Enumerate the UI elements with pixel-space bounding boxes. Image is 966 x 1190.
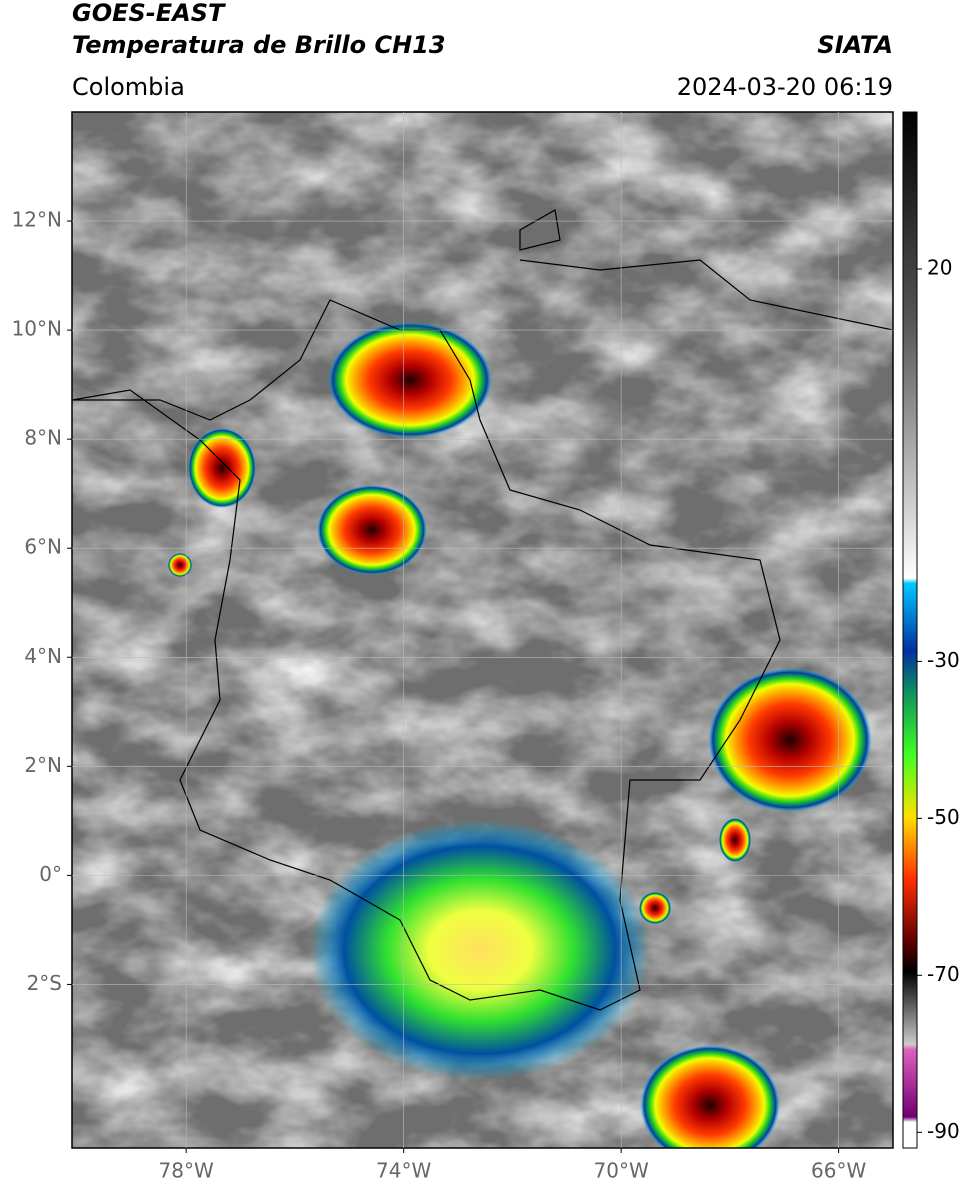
satellite-image bbox=[72, 112, 893, 1148]
map-frame bbox=[71, 111, 894, 1149]
y-tick-label: 2°N bbox=[24, 753, 62, 777]
y-tick-label: 2°S bbox=[27, 971, 62, 995]
y-tick-label: 0° bbox=[39, 862, 62, 886]
storm-cell bbox=[328, 322, 492, 438]
x-tick-label: 78°W bbox=[159, 1159, 214, 1183]
y-tick-label: 4°N bbox=[24, 644, 62, 668]
source: SIATA bbox=[817, 31, 893, 59]
convective-area bbox=[310, 820, 650, 1080]
storm-cell bbox=[188, 428, 256, 508]
x-tick-label: 70°W bbox=[594, 1159, 649, 1183]
colorbar-label: -70 bbox=[927, 962, 960, 986]
colorbar-label: 20 bbox=[927, 255, 952, 279]
subtitle: Temperatura de Brillo CH13 bbox=[72, 31, 446, 59]
y-tick-label: 12°N bbox=[12, 208, 62, 232]
storm-cell bbox=[719, 818, 751, 862]
title: GOES-EAST bbox=[72, 0, 226, 27]
borders bbox=[72, 209, 893, 1011]
storm-cell bbox=[317, 485, 427, 575]
datetime: 2024-03-20 06:19 bbox=[677, 73, 893, 101]
y-tick-label: 8°N bbox=[24, 426, 62, 450]
storm-cell bbox=[168, 553, 192, 577]
colorbar-label: -30 bbox=[927, 648, 960, 672]
colorbar bbox=[902, 111, 918, 1149]
x-tick-label: 74°W bbox=[376, 1159, 431, 1183]
colorbar-label: -90 bbox=[927, 1119, 960, 1143]
storm-cell bbox=[708, 668, 872, 812]
y-tick-label: 6°N bbox=[24, 535, 62, 559]
x-tick-label: 66°W bbox=[811, 1159, 866, 1183]
storm-cell bbox=[639, 892, 671, 924]
region: Colombia bbox=[72, 73, 185, 101]
y-tick-label: 10°N bbox=[12, 317, 62, 341]
colorbar-label: -50 bbox=[927, 805, 960, 829]
storm-cell bbox=[640, 1045, 780, 1148]
